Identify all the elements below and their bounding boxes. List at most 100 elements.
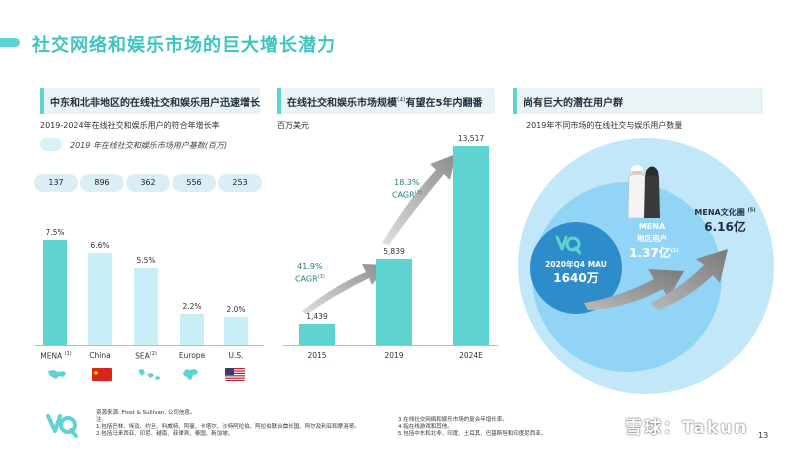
footnotes-left: 资源来源: Frost & Sullivan, 公司信息。 注: 1.包括巴林、… (96, 410, 360, 438)
cagr2-label-line: CAGR(3) (392, 188, 422, 201)
category-label-china: China (75, 351, 125, 360)
bar-value-label: 5.5% (136, 256, 156, 265)
bar-value-label: 13,517 (457, 134, 485, 144)
bar-2024e (453, 146, 489, 345)
footnote-line: 注: (96, 417, 104, 423)
bar-mena (43, 240, 67, 345)
category-label-europe: Europe (167, 351, 217, 360)
outer-circle-text: MENA文化圈 (694, 208, 745, 217)
footnote-line: 3.在线社交网络和娱乐市场的复合年增长率。 (398, 417, 508, 423)
bar-us (224, 317, 248, 345)
footnote-line: 1.包括巴林、埃及、约旦、科威特、阿曼、卡塔尔、沙特阿拉伯、阿拉伯联合酋长国、阿… (96, 424, 360, 430)
bar-china (88, 252, 112, 345)
panel1-subtitle: 2019-2024年在线社交和娱乐用户的符合年增长率 (40, 121, 220, 130)
panel1-axis (34, 345, 264, 346)
bar-value-label: 2.2% (182, 302, 202, 312)
mid-circle-line3: 1.37亿(1) (619, 244, 689, 261)
panel1-heading-accent (40, 88, 44, 114)
panel2-heading: 在线社交和娱乐市场规模(4)有望在5年内翻番 (277, 88, 495, 114)
page-title: 社交网络和娱乐市场的巨大增长潜力 (32, 35, 336, 56)
category-text: China (89, 351, 111, 360)
category-label: 2015 (307, 351, 327, 360)
us-flag-icon (225, 368, 245, 381)
cagr2-note: (3) (414, 190, 422, 196)
panel2-heading-main: 在线社交和娱乐市场规模 (287, 98, 397, 109)
mena-map-icon (48, 370, 66, 379)
cagr2-value: 18.3% (394, 178, 420, 187)
page-number: 13 (758, 431, 769, 440)
legend-text: 2019 年在线社交和娱乐市场用户基数(百万) (70, 141, 228, 150)
panel2-subtitle: 百万美元 (277, 121, 309, 130)
company-logo-icon (46, 414, 78, 438)
cagr1-arrow-icon (302, 264, 388, 315)
category-note: (1) (64, 351, 72, 357)
bar-value-label: 1,439 (306, 311, 328, 321)
china-flag-icon (92, 368, 112, 381)
cagr2-label: CAGR (392, 190, 415, 200)
panel2-heading-accent (277, 88, 281, 114)
mid-circle-note: (1) (670, 248, 679, 254)
bar-value-label: 6.6% (90, 240, 110, 250)
outer-circle-line2: 6.16亿 (704, 220, 746, 234)
footnote-line: 2.包括马来西亚、印尼、越南、菲律宾、泰国、新加坡。 (96, 431, 234, 437)
panel2-heading-tail: 有望在5年内翻番 (405, 98, 483, 109)
bar-2019 (376, 259, 412, 345)
bar-europe (180, 314, 204, 345)
cagr2-annotation: 18.3% CAGR(3) (392, 177, 422, 201)
growth-arrow-icon (584, 249, 728, 310)
category-label-us: U.S. (211, 351, 261, 360)
panel2-axis (283, 345, 498, 346)
panel3-heading-text: 尚有巨大的潜在用户群 (523, 98, 623, 109)
sea-map-icon (138, 369, 160, 380)
legend-swatch (40, 138, 62, 151)
inner-circle-line2: 1640万 (553, 271, 599, 285)
user-base-pill: 253 (218, 174, 262, 192)
title-accent-bar (0, 38, 20, 47)
category-text: U.S. (228, 351, 244, 360)
bar-2015 (299, 323, 335, 345)
panel1-heading: 中东和北非地区的在线社交和娱乐用户迅速增长 (40, 88, 260, 114)
panel3-subtitle: 2019年不同市场的在线社交与娱乐用户数量 (526, 121, 683, 130)
category-label-sea: SEA(2) (121, 351, 171, 361)
logo-icon (555, 235, 581, 255)
inner-circle-line1: 2020年Q4 MAU (545, 260, 607, 269)
panel2-heading-text: 在线社交和娱乐市场规模(4)有望在5年内翻番 (287, 94, 482, 109)
cagr1-label: CAGR (295, 274, 318, 284)
bar-value-label: 2.0% (226, 305, 246, 314)
panel3-heading-accent (513, 88, 517, 114)
outer-circle-note: (5) (747, 207, 756, 214)
cagr2-arrow-icon (382, 154, 456, 245)
user-base-pill: 556 (172, 174, 216, 192)
user-base-pill: 896 (80, 174, 124, 192)
europe-map-icon (183, 369, 198, 380)
user-base-pill: 362 (126, 174, 170, 192)
user-base-pill: 137 (34, 174, 78, 192)
cagr1-annotation: 41.9% CAGR(3) (295, 261, 325, 285)
category-label-mena: MENA (1) (31, 351, 81, 361)
cagr1-value: 41.9% (297, 262, 323, 271)
category-text: Europe (178, 351, 206, 360)
mid-circle-line1: MENA (638, 222, 666, 231)
outer-circle-line1: MENA文化圈 (5) (690, 207, 760, 218)
mid-circle-line2: 地区用户 (637, 234, 667, 243)
footnote-line: 5.包括中东和北非、印度、土耳其、巴基斯坦和印度尼西亚。 (398, 431, 547, 437)
people-icon (627, 165, 660, 219)
footnote-line: 4.指在线游戏和其他。 (398, 424, 453, 430)
bar-value-label: 5,839 (383, 247, 405, 257)
cagr1-label-line: CAGR(3) (295, 272, 325, 285)
category-label: 2019 (384, 351, 404, 360)
panel3-heading: 尚有巨大的潜在用户群 (513, 88, 763, 114)
category-text: SEA (135, 351, 150, 361)
panel2-heading-note: (4) (397, 96, 406, 104)
category-note: (2) (149, 351, 157, 357)
panel1-heading-text: 中东和北非地区的在线社交和娱乐用户迅速增长 (50, 98, 260, 109)
mid-circle-value: 1.37亿 (629, 246, 671, 260)
bar-value-label: 7.5% (45, 228, 65, 237)
cagr1-note: (3) (317, 274, 325, 280)
watermark: 雪球：Takun (625, 418, 749, 438)
category-text: MENA (40, 351, 63, 361)
bar-sea (134, 268, 158, 345)
category-label: 2024E (459, 351, 483, 360)
footnotes-right: 3.在线社交网络和娱乐市场的复合年增长率。 4.指在线游戏和其他。 5.包括中东… (398, 417, 546, 438)
footnote-line: 资源来源: Frost & Sullivan, 公司信息。 (96, 410, 196, 416)
